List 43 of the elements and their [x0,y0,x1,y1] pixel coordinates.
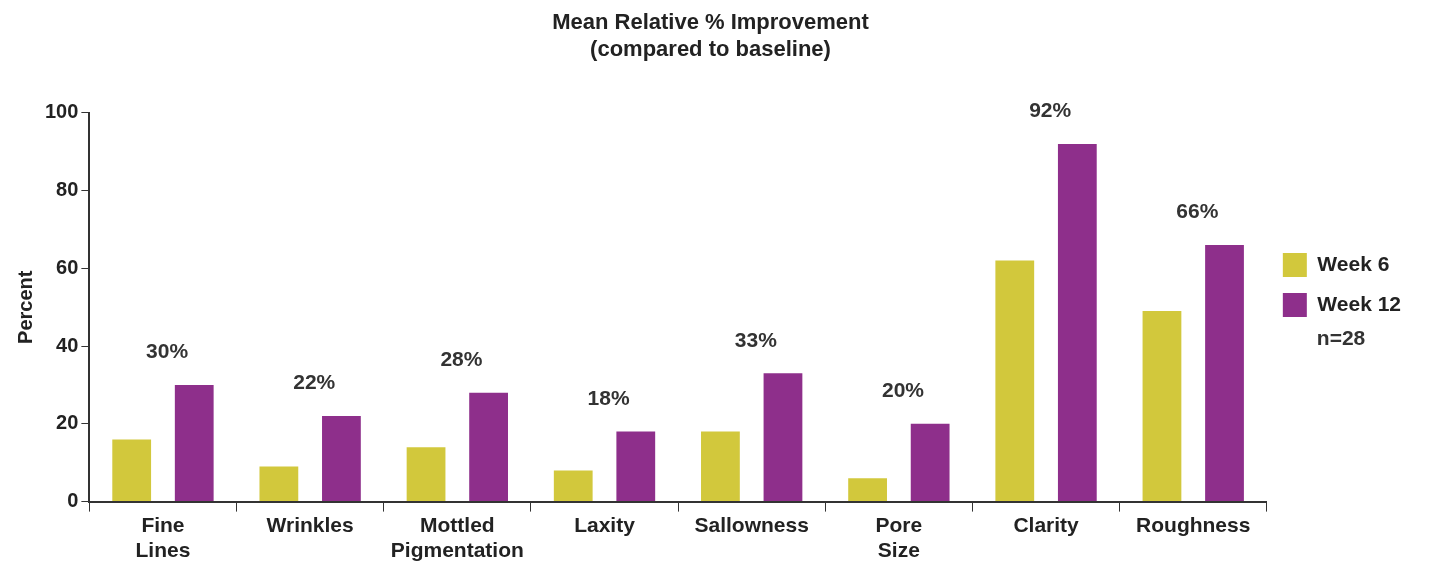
y-tick-label: 0 [67,489,79,512]
y-tick-label: 60 [56,255,79,278]
x-tick-label: Roughness [1136,513,1251,536]
bar [1205,244,1244,502]
y-tick-label: 20 [56,411,79,434]
bar [406,447,446,502]
x-tick-label: Mottled Pigmentation [390,513,524,562]
bar [259,466,299,502]
x-tick-label: Fine Lines [135,513,191,562]
x-tick-label: Sallowness [694,513,809,536]
data-label: 30% [146,339,189,363]
x-tick-label: Pore Size [875,513,923,562]
bar [995,260,1035,502]
bar [469,392,508,502]
y-tick-label: 40 [56,333,79,356]
bar [616,431,656,502]
y-tick-label: 100 [44,100,79,123]
legend-label: Week 12 [1317,291,1401,315]
data-label: 92% [1029,98,1072,122]
x-tick-label: Wrinkles [266,513,354,536]
x-tick-label: Clarity [1013,513,1080,536]
x-tick-label: Laxity [574,513,636,536]
data-label: 33% [734,327,778,351]
y-tick-label: 80 [56,178,79,201]
bar [1142,311,1182,502]
bar [848,478,887,502]
bar [701,431,740,502]
bar [910,423,950,502]
bar [763,373,803,502]
bar [1057,143,1097,502]
bar [174,384,214,502]
bar [112,439,152,502]
bar [322,416,361,502]
y-axis-title: Percent [13,270,36,344]
text: n=28 [1316,326,1366,350]
data-label: 20% [881,378,925,402]
chart-title: Mean Relative % Improvement (compared to baseline) [552,9,870,61]
data-label: 28% [440,347,483,371]
data-label: 66% [1176,199,1219,223]
legend-label: Week 6 [1317,251,1390,275]
data-label: 22% [293,370,336,394]
data-label: 18% [587,385,630,409]
bar [553,470,593,502]
